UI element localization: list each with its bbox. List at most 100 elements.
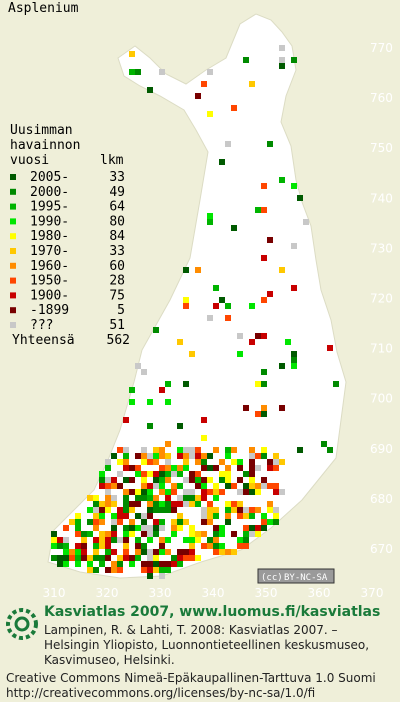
occurrence-square — [57, 537, 63, 543]
occurrence-square — [135, 471, 141, 477]
occurrence-square — [183, 489, 189, 495]
occurrence-square — [123, 453, 129, 459]
occurrence-square — [69, 519, 75, 525]
occurrence-square — [81, 531, 87, 537]
occurrence-square — [237, 459, 243, 465]
occurrence-square — [237, 489, 243, 495]
y-tick-label: 700 — [370, 392, 393, 406]
occurrence-square — [279, 489, 285, 495]
legend-swatch — [10, 292, 16, 299]
occurrence-square — [207, 111, 213, 117]
occurrence-square — [261, 411, 267, 417]
occurrence-square — [99, 543, 105, 549]
occurrence-square — [117, 513, 123, 519]
occurrence-square — [75, 513, 81, 519]
occurrence-square — [231, 531, 237, 537]
occurrence-square — [81, 549, 87, 555]
legend-swatch — [10, 218, 16, 225]
legend-count: 28 — [109, 274, 125, 289]
occurrence-square — [123, 459, 129, 465]
occurrence-square — [111, 477, 117, 483]
occurrence-square — [249, 453, 255, 459]
occurrence-square — [249, 447, 255, 453]
occurrence-square — [195, 495, 201, 501]
occurrence-square — [213, 513, 219, 519]
occurrence-square — [225, 519, 231, 525]
occurrence-square — [195, 453, 201, 459]
occurrence-square — [267, 459, 273, 465]
occurrence-square — [213, 303, 219, 309]
occurrence-square — [87, 561, 93, 567]
occurrence-square — [123, 495, 129, 501]
occurrence-square — [159, 507, 165, 513]
occurrence-square — [177, 525, 183, 531]
occurrence-square — [159, 501, 165, 507]
occurrence-square — [105, 489, 111, 495]
legend-count: 64 — [109, 200, 125, 215]
occurrence-square — [147, 549, 153, 555]
occurrence-square — [195, 483, 201, 489]
occurrence-square — [141, 495, 147, 501]
occurrence-square — [75, 561, 81, 567]
occurrence-square — [213, 489, 219, 495]
occurrence-square — [249, 525, 255, 531]
occurrence-square — [141, 459, 147, 465]
occurrence-square — [261, 477, 267, 483]
legend-count: 33 — [109, 170, 125, 185]
occurrence-square — [177, 453, 183, 459]
occurrence-square — [147, 567, 153, 573]
legend-swatch — [10, 203, 16, 210]
occurrence-square — [105, 483, 111, 489]
occurrence-square — [207, 477, 213, 483]
occurrence-square — [291, 57, 297, 63]
occurrence-square — [237, 501, 243, 507]
occurrence-square — [201, 477, 207, 483]
occurrence-square — [171, 561, 177, 567]
occurrence-square — [141, 531, 147, 537]
occurrence-square — [69, 555, 75, 561]
occurrence-square — [207, 453, 213, 459]
occurrence-square — [111, 531, 117, 537]
occurrence-square — [213, 495, 219, 501]
legend-header: havainnon — [10, 138, 80, 153]
occurrence-square — [99, 513, 105, 519]
occurrence-square — [249, 531, 255, 537]
occurrence-square — [243, 525, 249, 531]
occurrence-square — [81, 555, 87, 561]
occurrence-square — [219, 159, 225, 165]
occurrence-square — [177, 339, 183, 345]
occurrence-square — [201, 507, 207, 513]
occurrence-square — [189, 525, 195, 531]
occurrence-square — [141, 489, 147, 495]
occurrence-square — [123, 507, 129, 513]
occurrence-square — [195, 93, 201, 99]
occurrence-square — [291, 285, 297, 291]
occurrence-square — [219, 477, 225, 483]
occurrence-square — [225, 303, 231, 309]
occurrence-square — [177, 423, 183, 429]
occurrence-square — [249, 483, 255, 489]
occurrence-square — [147, 555, 153, 561]
occurrence-square — [231, 105, 237, 111]
occurrence-square — [177, 465, 183, 471]
occurrence-square — [291, 243, 297, 249]
occurrence-square — [261, 207, 267, 213]
occurrence-square — [183, 465, 189, 471]
occurrence-square — [117, 519, 123, 525]
occurrence-square — [177, 549, 183, 555]
occurrence-square — [99, 471, 105, 477]
occurrence-square — [93, 525, 99, 531]
occurrence-square — [243, 471, 249, 477]
occurrence-square — [243, 483, 249, 489]
occurrence-square — [147, 501, 153, 507]
occurrence-square — [279, 177, 285, 183]
occurrence-square — [105, 555, 111, 561]
occurrence-square — [135, 69, 141, 75]
occurrence-square — [171, 555, 177, 561]
occurrence-square — [93, 513, 99, 519]
occurrence-square — [291, 183, 297, 189]
legend-count: 60 — [109, 259, 125, 274]
occurrence-square — [273, 465, 279, 471]
occurrence-square — [195, 531, 201, 537]
occurrence-square — [111, 519, 117, 525]
